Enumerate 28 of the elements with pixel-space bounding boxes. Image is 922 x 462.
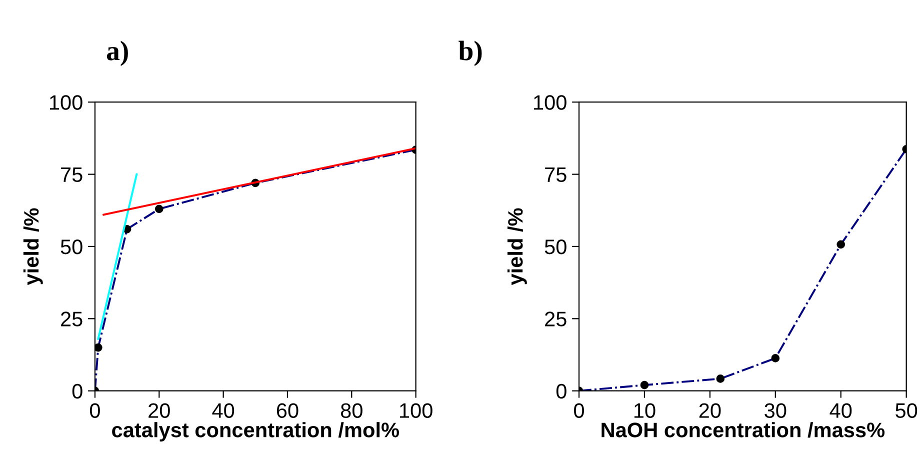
x-axis-title: catalyst concentration /mol% xyxy=(112,422,399,442)
chart-title: b) xyxy=(458,40,482,66)
x-tick-label: 0 xyxy=(90,403,100,418)
chart-title: a) xyxy=(106,40,128,66)
x-axis-title: NaOH concentration /mass% xyxy=(602,422,885,438)
x-tick-label: 40 xyxy=(830,403,852,418)
x-tick-label: 100 xyxy=(400,403,432,418)
x-tick-label: 60 xyxy=(276,403,298,418)
x-tick-label: 10 xyxy=(634,403,656,418)
x-tick-label: 50 xyxy=(896,403,918,418)
x-tick-label: 20 xyxy=(148,403,170,418)
y-tick-label: 0 xyxy=(72,384,82,399)
y-tick-label: 100 xyxy=(534,95,566,110)
x-tick-label: 30 xyxy=(764,403,786,418)
y-tick-label: 25 xyxy=(545,312,566,326)
y-axis-title: yield /% xyxy=(23,208,43,286)
x-tick-label: 20 xyxy=(699,403,721,418)
y-tick-label: 75 xyxy=(61,168,82,182)
y-tick-label: 50 xyxy=(544,239,566,254)
y-tick-label: 0 xyxy=(556,384,566,399)
y-tick-label: 75 xyxy=(545,168,566,182)
y-tick-label: 25 xyxy=(61,312,82,326)
x-tick-label: 80 xyxy=(340,403,362,418)
y-tick-label: 100 xyxy=(50,95,82,110)
y-tick-label: 50 xyxy=(60,239,82,254)
x-tick-label: 40 xyxy=(212,403,234,418)
y-axis-title: yield /% xyxy=(507,208,527,286)
x-tick-label: 0 xyxy=(574,403,584,418)
